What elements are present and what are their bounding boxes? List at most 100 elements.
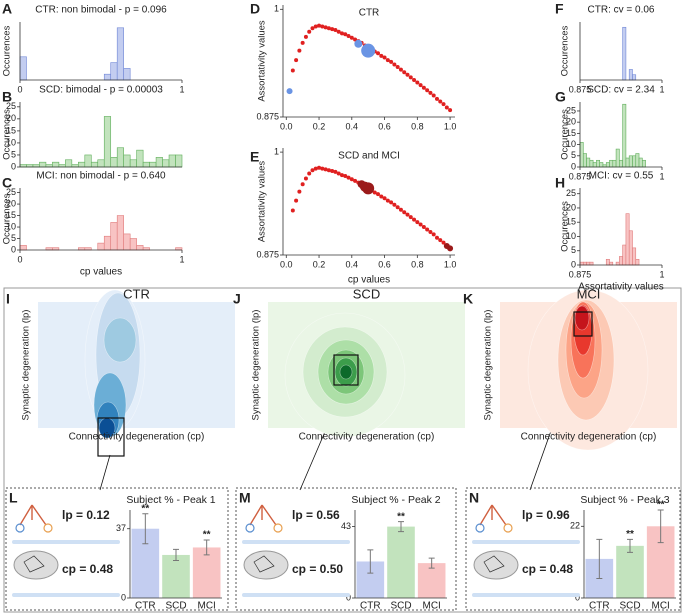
histogram-bar [579,261,584,266]
scatter-point [303,176,308,181]
panel-letter: D [250,1,260,17]
histogram-bar [622,26,627,81]
y-tick-label: 0 [575,592,580,602]
scatter-point [418,222,423,227]
histogram-bar [638,157,643,168]
chart-title: CTR [123,286,150,301]
parameter: lp = 0.96 [522,508,570,522]
y-tick-label: 0 [11,161,16,171]
x-axis-label: cp values [348,275,390,286]
x-axis-label: Connectivity degeneration (cp) [521,432,657,443]
scatter-point [303,34,308,39]
y-axis-label: Occurences [2,193,13,244]
histogram-bar [632,74,637,81]
y-axis-label: Assortativity values [257,161,268,243]
error-bar [142,513,149,545]
x-tick-label: SCD [390,601,411,612]
scatter-point [323,167,328,172]
x-tick-label: 1 [659,84,664,94]
y-axis-label: Synaptic degeneration (lp) [251,310,262,421]
scatter-point [385,58,390,63]
histogram-bar [619,256,623,266]
histogram-bar [628,155,633,168]
y-tick-label: 0 [571,161,576,171]
histogram-bar [586,157,591,168]
scatter-point [297,48,302,53]
histogram-bar [632,247,637,266]
scatter-point [290,68,295,73]
histogram-bar [129,238,137,251]
scatter-point [349,177,354,182]
slider [472,540,580,544]
scatter-point [395,205,400,210]
error-bar [367,549,374,574]
histogram-bar [168,154,176,168]
scatter-point [395,65,400,70]
scatter-point [379,53,384,58]
network-icon [253,555,275,573]
error-bar [428,557,435,569]
histogram-bar [116,215,124,251]
scatter-point [392,62,397,67]
y-tick-label: 15 [566,217,576,227]
scatter-point [354,39,363,48]
y-tick-label: 20 [6,113,16,123]
scatter-point [398,67,403,72]
histogram-bar [116,27,124,81]
neuron-icon [249,504,277,526]
histogram-bar [596,159,600,168]
parameter: cp = 0.50 [292,562,343,576]
histogram-bar [609,159,614,168]
y-tick-label: 25 [566,105,576,115]
scatter-point [339,31,344,36]
histogram-bar [628,230,633,266]
scatter-point [333,169,338,174]
scatter-point [346,34,351,39]
y-tick-label: 37 [116,523,126,533]
histogram-bar [579,142,584,168]
peak-highlight [333,354,359,386]
scatter-point [398,207,403,212]
scatter-point [418,83,423,88]
scatter-point [428,229,433,234]
significance: ** [203,530,211,541]
scatter-point [310,168,315,173]
bar [162,554,190,598]
x-tick-label: 0.8 [411,259,424,269]
scatter-point [389,200,394,205]
scatter-point [297,189,302,194]
chart-title: CTR: non bimodal - p = 0.096 [35,5,167,16]
slider [12,593,120,597]
y-tick-label: 1 [274,146,279,156]
y-tick-label: 20 [6,198,16,208]
scatter-point [441,240,446,245]
y-tick-label: 25 [6,187,16,197]
histogram-bar [103,235,112,251]
histogram-bar [110,157,118,168]
scatter-point [376,192,381,197]
y-tick-label: 15 [6,125,16,135]
neuron-icon [479,504,507,526]
x-tick-label: 0 [17,254,22,264]
panel-letter: H [555,175,565,191]
scatter-point [330,27,335,32]
scatter-point [286,88,293,95]
scatter-point [294,58,299,63]
slider [242,593,350,597]
bar [192,547,221,598]
histogram-bar [582,261,587,266]
chart-title: SCD: bimodal - p = 0.00003 [39,85,163,96]
scatter-point [343,173,348,178]
y-tick-label: 20 [566,117,576,127]
x-tick-label: 0.4 [346,259,359,269]
scatter-point [412,217,417,222]
y-tick-label: 15 [6,210,16,220]
histogram-bar [628,69,633,81]
scatter-point [421,85,426,90]
scatter-point [382,196,387,201]
histogram-bar [19,245,27,251]
network-icon [483,555,505,573]
panel-letter: E [250,149,259,165]
x-tick-label: 1 [659,269,664,279]
neuron-icon [475,523,485,533]
